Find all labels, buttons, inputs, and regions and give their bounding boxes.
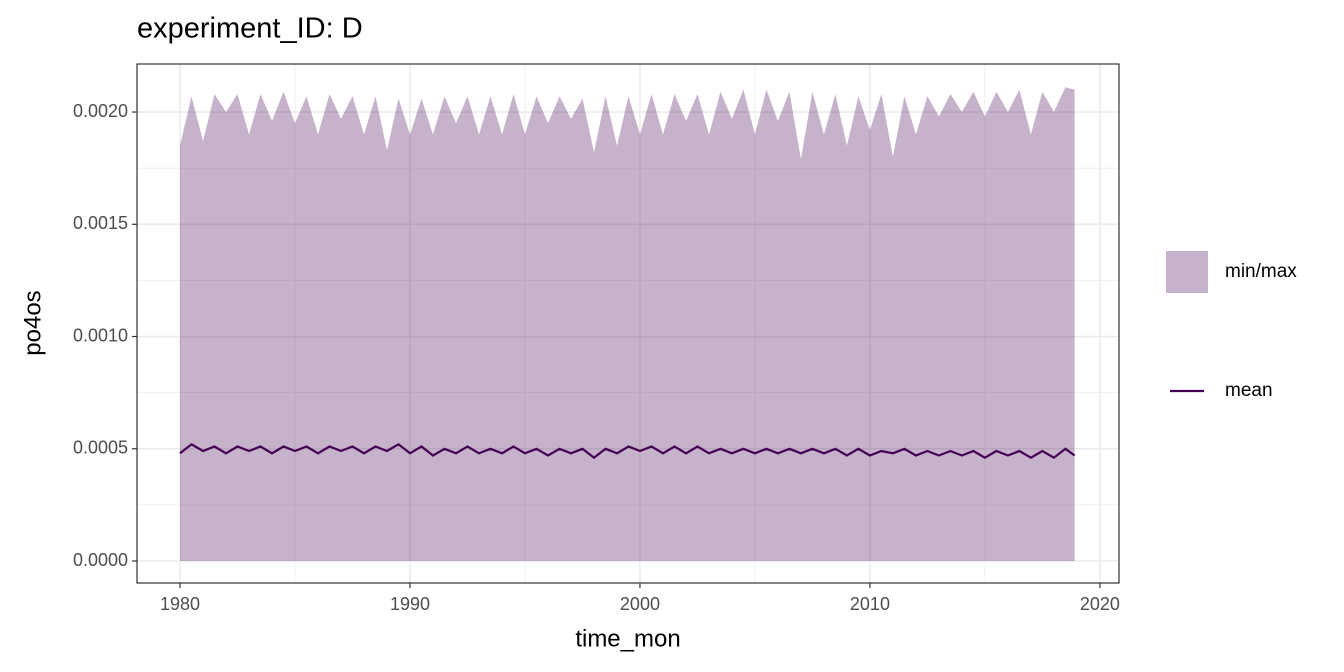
x-tick-label: 2020 — [1080, 594, 1120, 614]
mean-line — [179, 442, 1076, 460]
y-tick-label: 0.0010 — [73, 325, 128, 345]
legend-label: mean — [1225, 380, 1273, 401]
y-tick-label: 0.0020 — [73, 101, 128, 121]
y-axis-title: po4os — [19, 290, 46, 355]
legend-label: min/max — [1225, 261, 1297, 282]
y-tick-label: 0.0005 — [73, 438, 128, 458]
panel-border — [136, 63, 1120, 584]
x-tick-label: 1990 — [390, 594, 430, 614]
y-tick-label: 0.0015 — [73, 213, 128, 233]
x-tick-label: 2010 — [850, 594, 890, 614]
x-tick-label: 2000 — [620, 594, 660, 614]
min-max-ribbon — [180, 87, 1075, 562]
y-tick-label: 0.0000 — [73, 550, 128, 570]
legend-key — [1166, 251, 1208, 293]
chart-title: experiment_ID: D — [137, 13, 363, 45]
plot-panel — [137, 64, 1119, 583]
x-tick-label: 1980 — [160, 594, 200, 614]
x-axis-title: time_mon — [575, 625, 680, 652]
